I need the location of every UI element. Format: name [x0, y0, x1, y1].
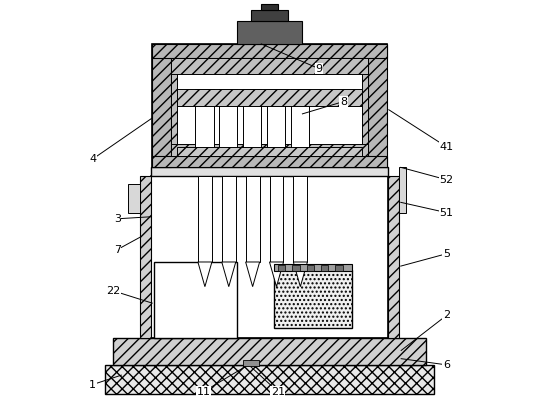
- Text: 11: 11: [197, 387, 211, 397]
- Bar: [292, 265, 300, 271]
- Bar: [151, 176, 388, 338]
- Text: 4: 4: [89, 154, 96, 164]
- Bar: [237, 21, 302, 44]
- Polygon shape: [270, 262, 284, 286]
- Bar: [196, 89, 213, 156]
- Bar: [246, 176, 260, 262]
- Bar: [278, 265, 285, 271]
- Bar: [105, 365, 434, 394]
- Text: 52: 52: [439, 175, 453, 185]
- Bar: [388, 176, 399, 338]
- Bar: [362, 58, 368, 156]
- Bar: [152, 44, 171, 167]
- Bar: [274, 270, 352, 328]
- Polygon shape: [198, 262, 212, 286]
- Bar: [321, 265, 328, 271]
- Text: 7: 7: [114, 245, 121, 255]
- Text: 9: 9: [315, 64, 322, 74]
- Text: 5: 5: [443, 249, 450, 259]
- Bar: [177, 89, 362, 106]
- Bar: [128, 184, 140, 213]
- Polygon shape: [222, 262, 236, 286]
- Bar: [335, 265, 343, 271]
- Text: 8: 8: [340, 96, 347, 106]
- Bar: [171, 144, 368, 156]
- Text: 1: 1: [89, 379, 96, 389]
- Bar: [171, 58, 368, 73]
- Bar: [261, 4, 278, 10]
- Bar: [152, 156, 387, 167]
- Bar: [151, 167, 388, 176]
- Bar: [219, 89, 237, 156]
- Bar: [154, 262, 237, 338]
- Text: 6: 6: [443, 360, 450, 370]
- Bar: [152, 44, 387, 58]
- Bar: [243, 89, 261, 156]
- Bar: [267, 89, 285, 156]
- Bar: [274, 264, 352, 271]
- Text: 2: 2: [443, 311, 450, 321]
- Bar: [270, 176, 284, 262]
- Polygon shape: [293, 262, 307, 286]
- Bar: [171, 58, 177, 156]
- Bar: [368, 44, 387, 167]
- Bar: [152, 44, 387, 167]
- Bar: [113, 338, 426, 365]
- Text: 3: 3: [114, 214, 121, 224]
- Bar: [251, 10, 288, 21]
- Bar: [399, 167, 406, 213]
- Bar: [222, 176, 236, 262]
- Bar: [177, 147, 362, 156]
- Bar: [293, 176, 307, 262]
- Text: 22: 22: [106, 286, 120, 296]
- Bar: [198, 176, 212, 262]
- Text: 51: 51: [439, 208, 453, 218]
- Bar: [291, 89, 309, 156]
- Bar: [140, 176, 151, 338]
- Polygon shape: [246, 262, 260, 286]
- Bar: [307, 265, 314, 271]
- Bar: [243, 360, 259, 366]
- Text: 41: 41: [439, 142, 453, 152]
- Text: 21: 21: [271, 387, 285, 397]
